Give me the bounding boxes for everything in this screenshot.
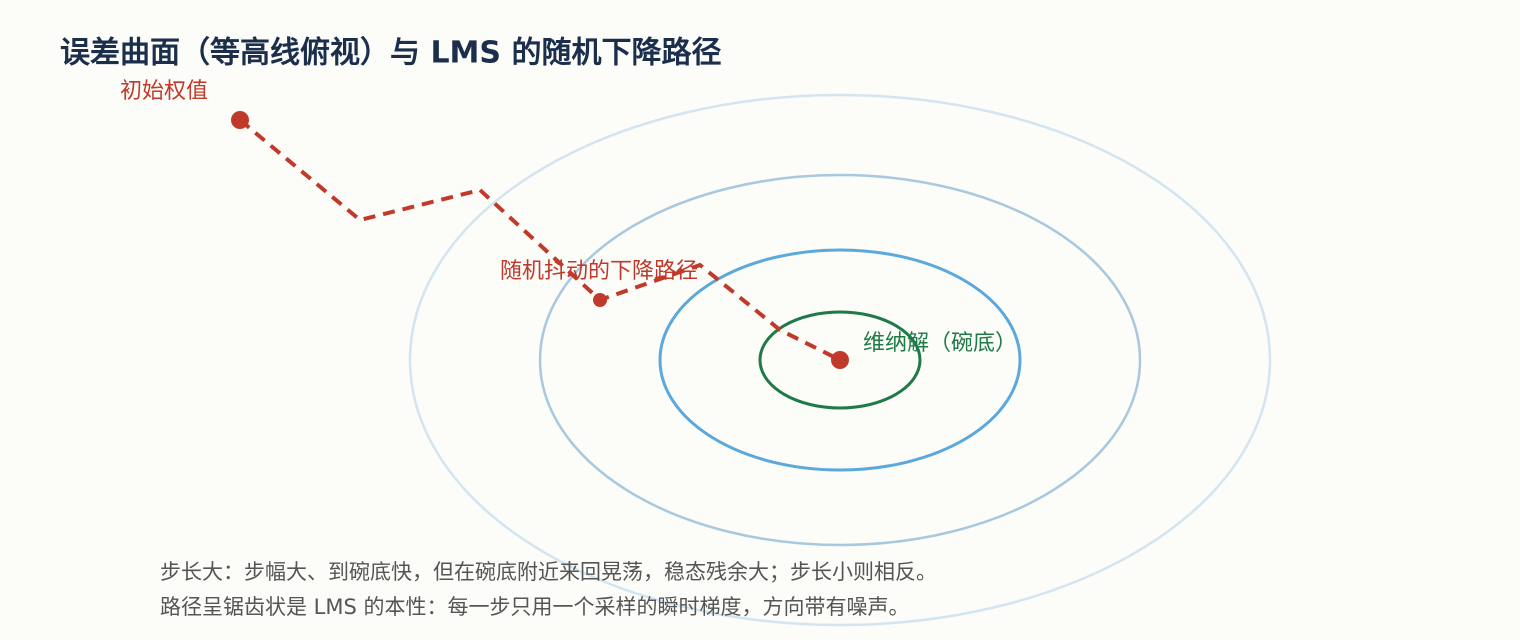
- start-label: 初始权值: [120, 79, 208, 104]
- descent-path: [238, 118, 841, 362]
- contour-bottom: [758, 310, 922, 410]
- contour-outer: [408, 93, 1272, 627]
- title: 误差曲面（等高线俯视）与 LMS 的随机下降路径: [60, 36, 721, 71]
- optimum-point: [831, 351, 849, 369]
- path-label: 随机抖动的下降路径: [500, 259, 698, 284]
- contour-middle: [538, 173, 1142, 547]
- note: 步长大：步幅大、到碗底快，但在碗底附近来回晃荡，稳态残余大；步长小则相反。: [160, 560, 937, 584]
- start-point: [231, 111, 249, 129]
- optimum-label: 维纳解（碗底）: [863, 331, 1017, 356]
- note: 路径呈锯齿状是 LMS 的本性：每一步只用一个采样的瞬时梯度，方向带有噪声。: [160, 595, 910, 619]
- path-point: [593, 293, 607, 307]
- contour-inner: [658, 248, 1022, 472]
